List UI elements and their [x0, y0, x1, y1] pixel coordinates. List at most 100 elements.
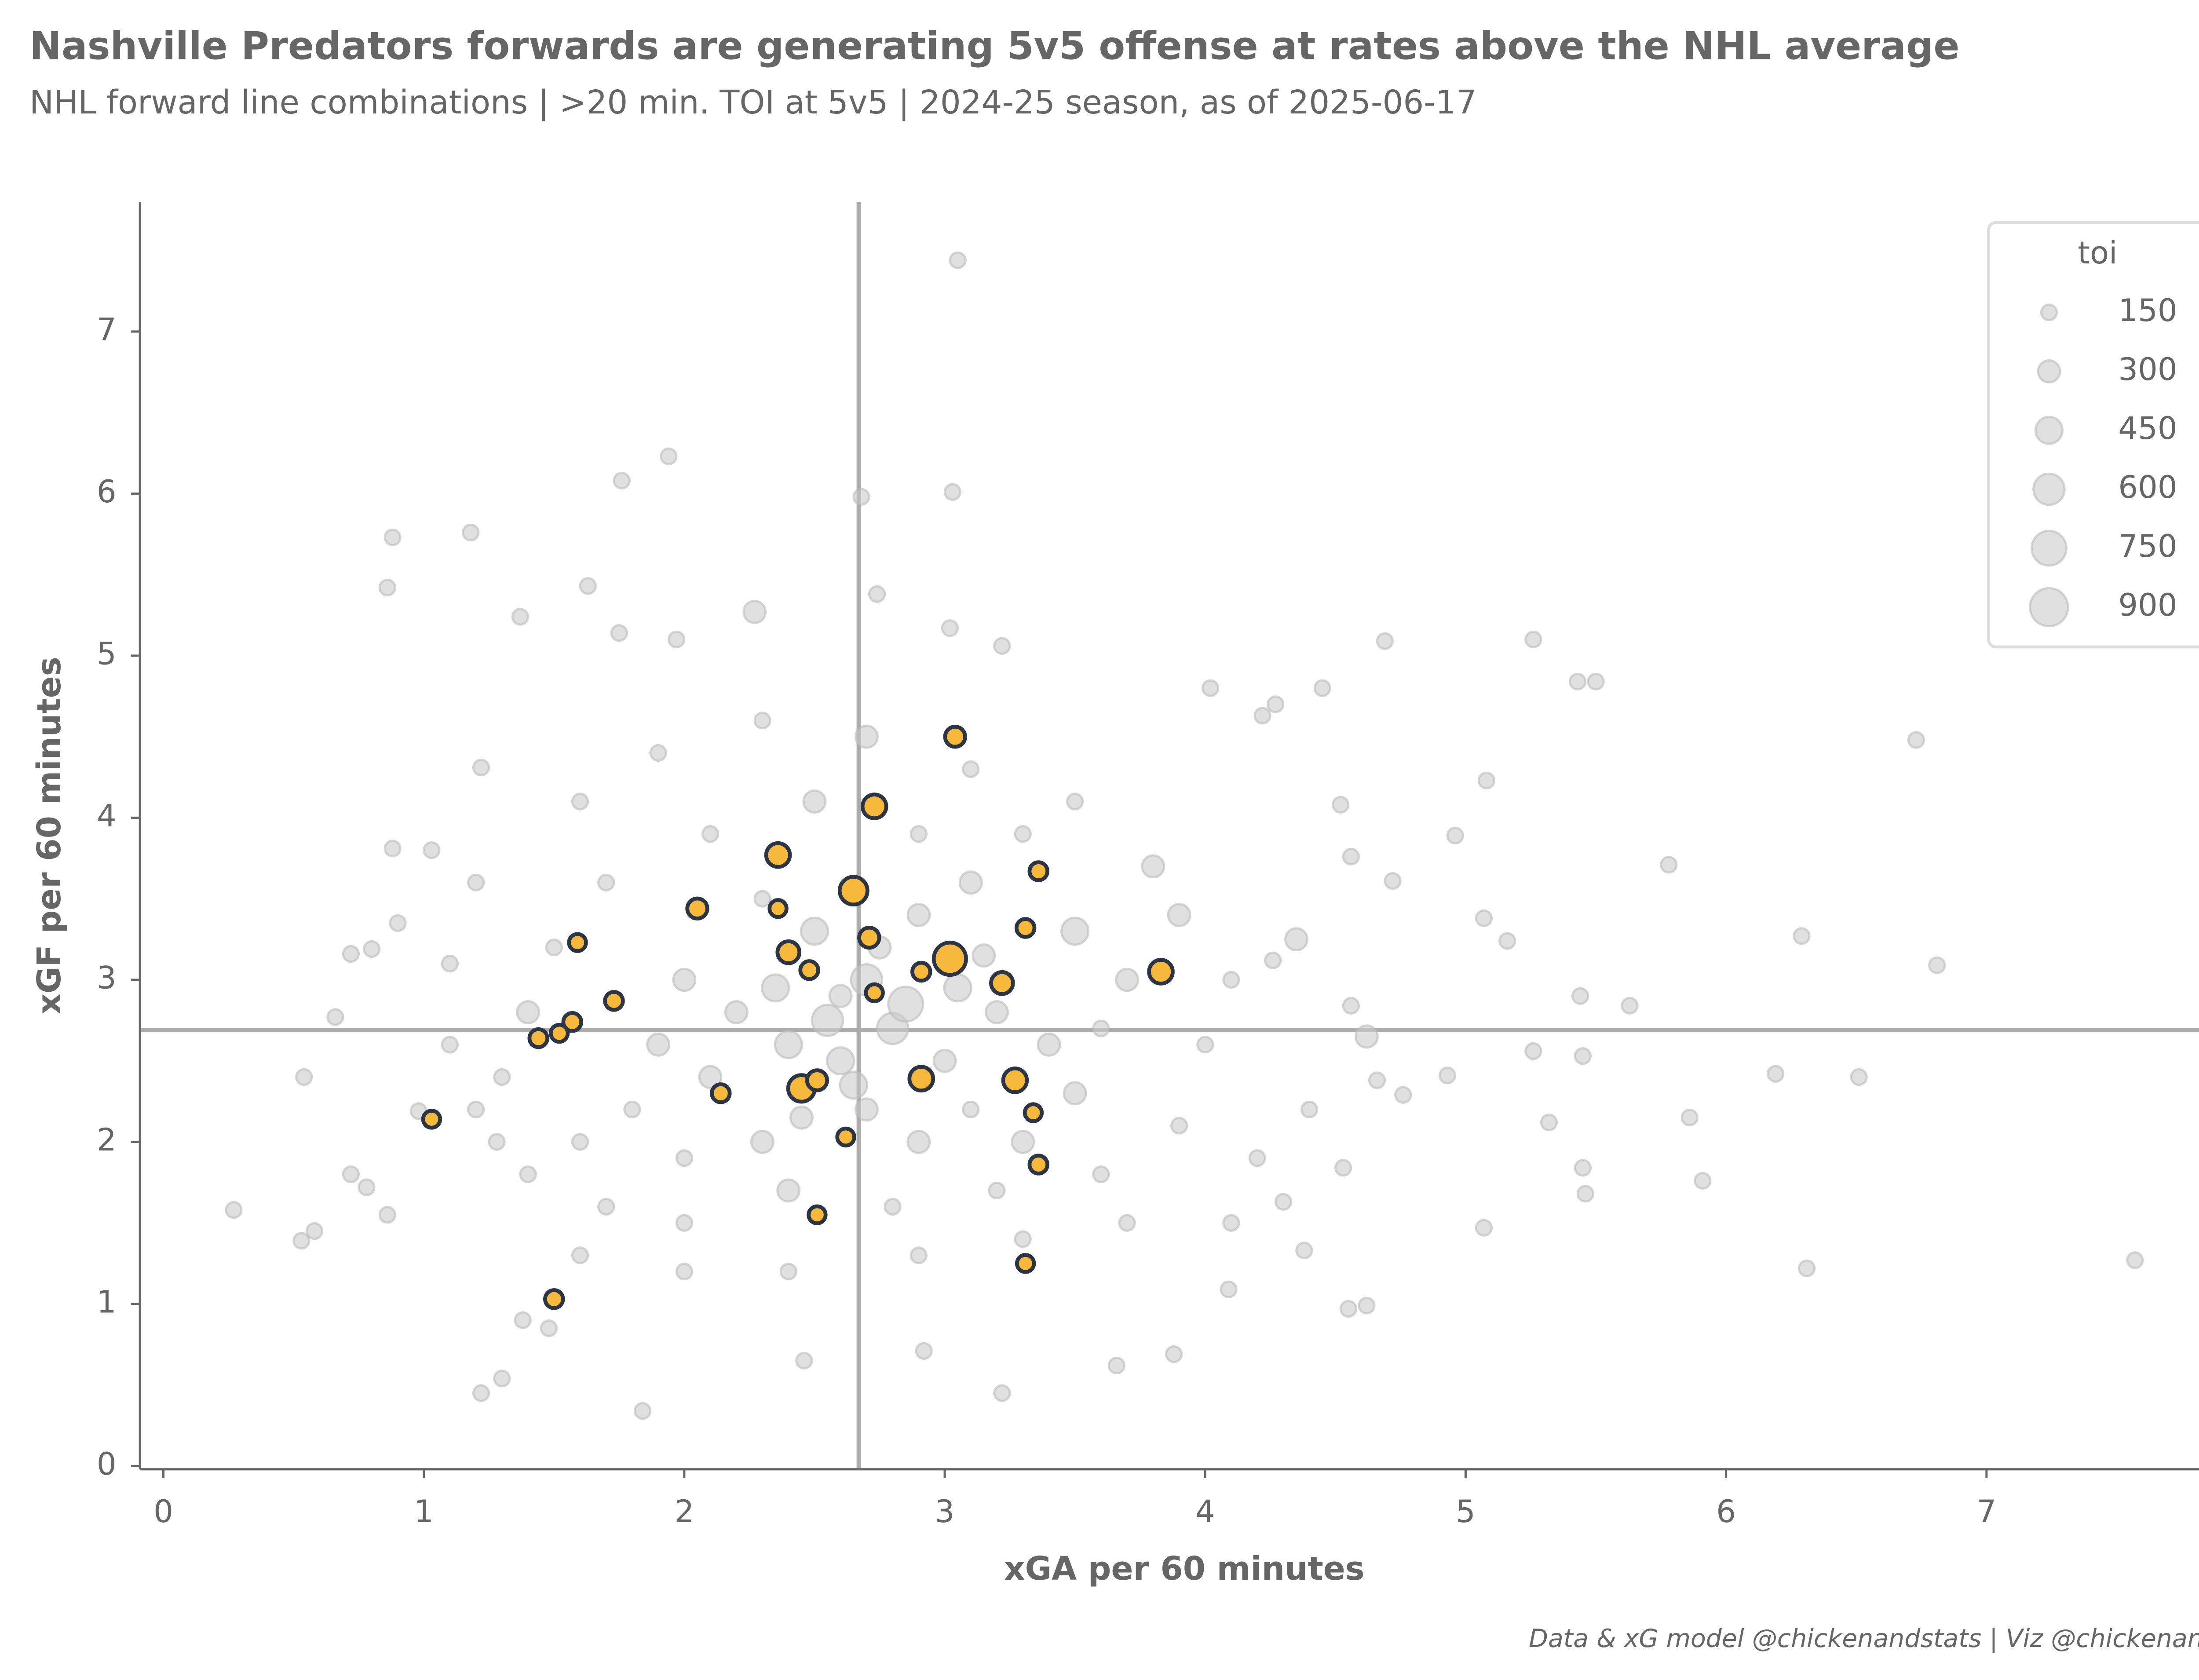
point	[789, 1105, 814, 1130]
point	[1767, 1065, 1785, 1083]
point	[1438, 1066, 1457, 1085]
x-tick-label: 1	[414, 1494, 434, 1530]
point	[989, 970, 1015, 996]
point	[488, 1133, 506, 1151]
y-tick-label: 5	[97, 635, 117, 672]
point	[993, 1384, 1011, 1402]
point	[1798, 1259, 1816, 1278]
point	[837, 875, 869, 907]
point	[378, 578, 396, 597]
point	[1339, 1300, 1358, 1318]
series	[225, 251, 2144, 1420]
point	[1284, 927, 1308, 952]
y-axis-label: xGF per 60 minutes	[31, 657, 68, 1014]
point	[305, 1222, 324, 1240]
point	[441, 954, 459, 973]
point	[1066, 793, 1084, 811]
point	[1574, 1047, 1592, 1065]
point	[384, 840, 402, 858]
point	[423, 841, 441, 859]
point	[467, 873, 485, 891]
point	[1011, 1129, 1035, 1154]
legend-label: 450	[2118, 410, 2177, 446]
point	[571, 793, 589, 811]
point	[1540, 1114, 1558, 1132]
point	[887, 986, 924, 1023]
point	[472, 759, 490, 777]
caption: Data & xG model @chickenandstats | Viz @…	[1529, 1624, 2199, 1653]
point	[1571, 987, 1589, 1005]
chart-subtitle: NHL forward line combinations | >20 min.…	[29, 84, 1477, 121]
x-tick-label: 4	[1195, 1494, 1215, 1530]
x-tick-label: 5	[1456, 1494, 1476, 1530]
point	[1793, 927, 1811, 945]
point	[571, 1246, 589, 1264]
point	[857, 925, 881, 950]
point	[660, 447, 678, 465]
point	[1524, 630, 1542, 649]
y-tick-label: 2	[97, 1122, 117, 1158]
series	[421, 725, 1175, 1310]
y-tick-label: 3	[97, 960, 117, 996]
point	[1368, 1071, 1386, 1089]
point	[776, 1178, 801, 1203]
point	[1694, 1172, 1712, 1190]
x-tick-label: 6	[1716, 1494, 1736, 1530]
point	[1394, 1086, 1412, 1104]
point	[1248, 1149, 1266, 1167]
point	[1660, 856, 1678, 874]
point	[1063, 1081, 1087, 1106]
point	[675, 1214, 694, 1232]
legend-label: 750	[2118, 528, 2177, 564]
y-tick-label: 6	[97, 474, 117, 510]
x-tick-label: 2	[674, 1494, 694, 1530]
point	[906, 1129, 931, 1154]
point	[610, 624, 628, 642]
point	[511, 608, 529, 626]
point	[1147, 958, 1175, 986]
point	[1253, 707, 1271, 725]
point	[993, 637, 1011, 655]
point	[326, 1008, 344, 1026]
point	[1498, 932, 1516, 950]
point	[571, 1133, 589, 1151]
point	[795, 1351, 813, 1370]
point	[1574, 1159, 1592, 1177]
point	[710, 1082, 732, 1104]
point	[1300, 1100, 1319, 1118]
point	[852, 488, 870, 506]
point	[826, 1046, 855, 1076]
legend-marker	[2029, 587, 2069, 628]
point	[342, 1165, 360, 1183]
point	[292, 1232, 310, 1250]
point	[941, 619, 959, 637]
point	[839, 1070, 868, 1100]
point	[864, 982, 885, 1004]
legend-label: 150	[2118, 292, 2177, 329]
y-tick-label: 7	[97, 311, 117, 347]
point	[931, 940, 968, 977]
point	[1477, 771, 1495, 789]
y-tick-label: 1	[97, 1284, 117, 1320]
point	[1060, 917, 1090, 946]
point	[1014, 825, 1032, 843]
point	[767, 898, 789, 919]
point	[225, 1201, 243, 1219]
point	[2126, 1251, 2144, 1269]
point	[1907, 731, 1925, 749]
point	[943, 483, 961, 501]
legend-label: 900	[2118, 587, 2177, 623]
point	[828, 984, 853, 1008]
legend-marker	[2034, 416, 2064, 445]
x-axis-label: xGA per 60 minutes	[1004, 1550, 1364, 1588]
point	[363, 940, 381, 958]
point	[774, 1030, 803, 1059]
point	[854, 724, 879, 749]
point	[915, 1342, 933, 1360]
point	[441, 1036, 459, 1054]
point	[753, 890, 771, 908]
point	[779, 1263, 797, 1281]
point	[462, 523, 480, 541]
